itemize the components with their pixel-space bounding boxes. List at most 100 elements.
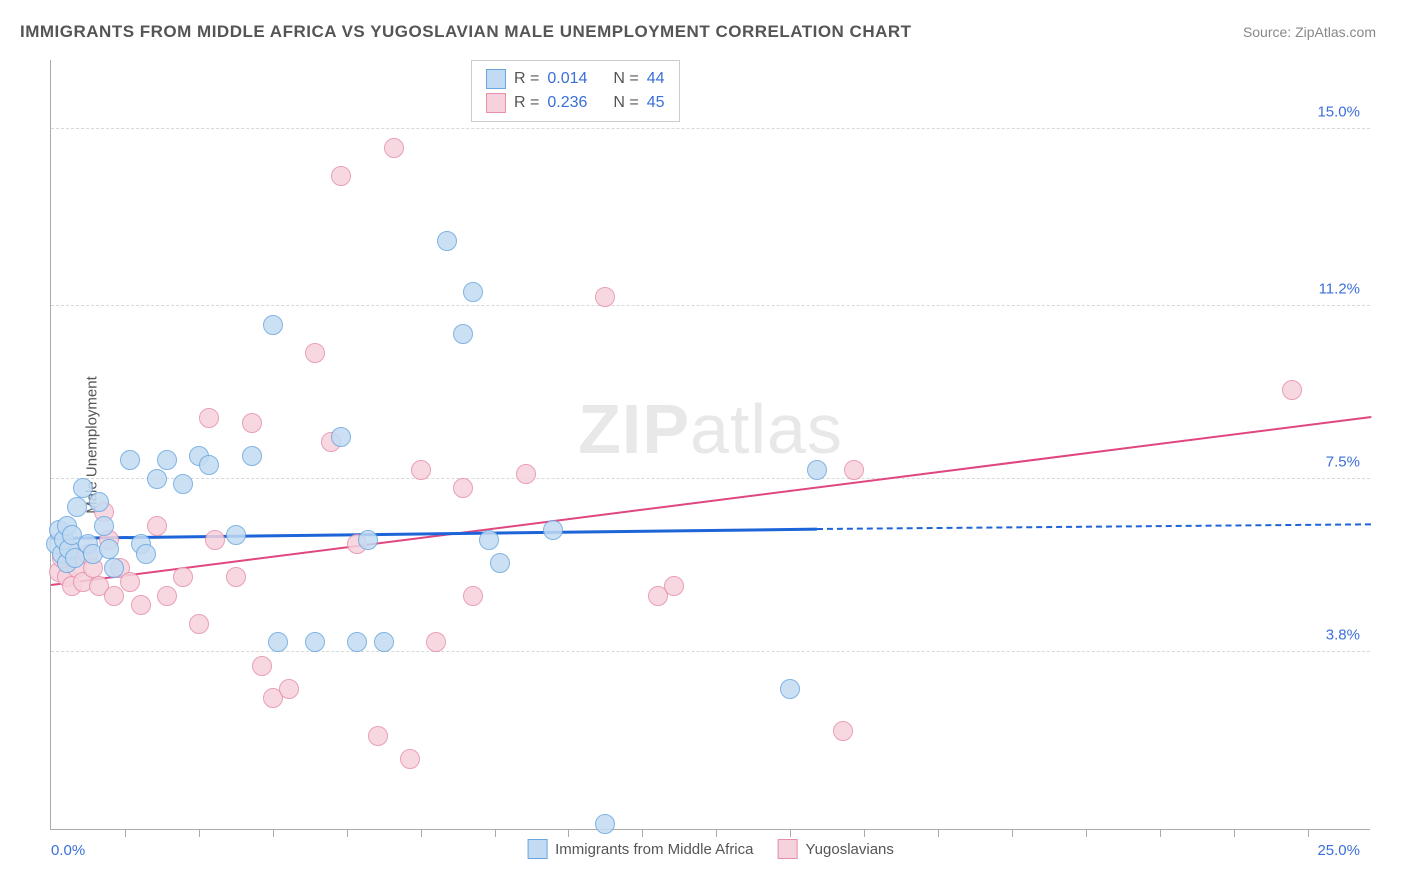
x-minor-tick — [1160, 829, 1161, 837]
scatter-point-b — [205, 530, 225, 550]
scatter-point-a — [94, 516, 114, 536]
gridline — [51, 128, 1370, 129]
scatter-point-a — [479, 530, 499, 550]
r-value-b: 0.236 — [547, 94, 587, 112]
scatter-point-a — [199, 455, 219, 475]
legend-label-b: Yugoslavians — [805, 841, 893, 858]
trend-line — [817, 524, 1371, 531]
n-label: N = — [613, 70, 638, 88]
scatter-point-a — [490, 553, 510, 573]
scatter-point-a — [595, 814, 615, 834]
scatter-point-b — [1282, 380, 1302, 400]
legend-swatch-b-bottom — [777, 839, 797, 859]
x-minor-tick — [864, 829, 865, 837]
legend-row-a: R = 0.014 N = 44 — [486, 67, 665, 91]
chart-source: Source: ZipAtlas.com — [1243, 24, 1376, 40]
scatter-point-a — [543, 520, 563, 540]
scatter-point-b — [120, 572, 140, 592]
x-minor-tick — [125, 829, 126, 837]
scatter-point-a — [374, 632, 394, 652]
scatter-point-b — [279, 679, 299, 699]
scatter-point-a — [347, 632, 367, 652]
scatter-point-a — [120, 450, 140, 470]
scatter-point-a — [263, 315, 283, 335]
scatter-point-a — [242, 446, 262, 466]
legend-swatch-a-bottom — [527, 839, 547, 859]
scatter-point-a — [173, 474, 193, 494]
scatter-point-b — [384, 138, 404, 158]
n-value-b: 45 — [647, 94, 665, 112]
x-minor-tick — [273, 829, 274, 837]
scatter-point-a — [331, 427, 351, 447]
scatter-point-b — [226, 567, 246, 587]
scatter-point-a — [453, 324, 473, 344]
y-tick-label: 3.8% — [1326, 626, 1360, 643]
x-minor-tick — [1086, 829, 1087, 837]
legend-correlation: R = 0.014 N = 44 R = 0.236 N = 45 — [471, 60, 680, 122]
legend-swatch-a — [486, 69, 506, 89]
scatter-point-b — [426, 632, 446, 652]
legend-swatch-b — [486, 93, 506, 113]
scatter-point-b — [411, 460, 431, 480]
scatter-point-a — [268, 632, 288, 652]
x-minor-tick — [568, 829, 569, 837]
scatter-point-b — [463, 586, 483, 606]
gridline — [51, 651, 1370, 652]
legend-row-b: R = 0.236 N = 45 — [486, 91, 665, 115]
scatter-point-b — [305, 343, 325, 363]
x-minor-tick — [421, 829, 422, 837]
legend-series: Immigrants from Middle Africa Yugoslavia… — [527, 839, 894, 859]
scatter-point-b — [664, 576, 684, 596]
y-tick-label: 11.2% — [1319, 281, 1360, 298]
watermark: ZIPatlas — [578, 389, 843, 469]
chart-title: IMMIGRANTS FROM MIDDLE AFRICA VS YUGOSLA… — [20, 22, 912, 42]
scatter-point-b — [199, 408, 219, 428]
scatter-point-b — [844, 460, 864, 480]
n-value-a: 44 — [647, 70, 665, 88]
scatter-point-a — [89, 492, 109, 512]
x-minor-tick — [642, 829, 643, 837]
scatter-point-a — [358, 530, 378, 550]
x-minor-tick — [938, 829, 939, 837]
scatter-point-a — [157, 450, 177, 470]
scatter-point-b — [131, 595, 151, 615]
gridline — [51, 478, 1370, 479]
x-minor-tick — [1234, 829, 1235, 837]
scatter-point-a — [147, 469, 167, 489]
scatter-point-a — [305, 632, 325, 652]
scatter-point-b — [453, 478, 473, 498]
x-axis-max-label: 25.0% — [1317, 842, 1360, 859]
scatter-point-a — [226, 525, 246, 545]
x-minor-tick — [347, 829, 348, 837]
scatter-point-a — [463, 282, 483, 302]
scatter-point-b — [242, 413, 262, 433]
x-minor-tick — [1308, 829, 1309, 837]
legend-item-b: Yugoslavians — [777, 839, 893, 859]
x-minor-tick — [199, 829, 200, 837]
scatter-point-a — [136, 544, 156, 564]
scatter-point-b — [157, 586, 177, 606]
r-label: R = — [514, 94, 539, 112]
scatter-point-b — [104, 586, 124, 606]
scatter-point-b — [368, 726, 388, 746]
scatter-point-b — [331, 166, 351, 186]
scatter-point-a — [807, 460, 827, 480]
scatter-point-b — [516, 464, 536, 484]
x-minor-tick — [495, 829, 496, 837]
gridline — [51, 305, 1370, 306]
x-axis-min-label: 0.0% — [51, 842, 85, 859]
scatter-point-b — [189, 614, 209, 634]
scatter-point-a — [780, 679, 800, 699]
legend-label-a: Immigrants from Middle Africa — [555, 841, 753, 858]
n-label: N = — [613, 94, 638, 112]
x-minor-tick — [1012, 829, 1013, 837]
legend-item-a: Immigrants from Middle Africa — [527, 839, 753, 859]
scatter-point-a — [67, 497, 87, 517]
scatter-point-a — [437, 231, 457, 251]
x-minor-tick — [716, 829, 717, 837]
trend-line — [51, 416, 1371, 586]
x-minor-tick — [790, 829, 791, 837]
scatter-point-a — [99, 539, 119, 559]
r-value-a: 0.014 — [547, 70, 587, 88]
scatter-point-b — [252, 656, 272, 676]
